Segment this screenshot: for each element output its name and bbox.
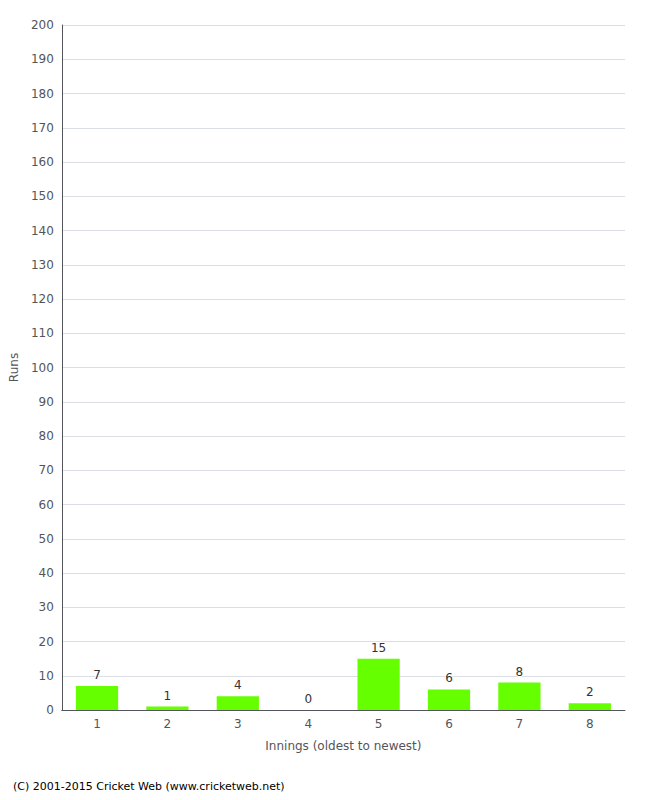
svg-text:40: 40	[39, 566, 54, 580]
svg-text:160: 160	[31, 155, 54, 169]
svg-text:100: 100	[31, 361, 54, 375]
svg-text:90: 90	[39, 395, 54, 409]
svg-text:6: 6	[445, 671, 453, 685]
svg-text:0: 0	[46, 703, 54, 717]
svg-text:15: 15	[371, 641, 386, 655]
svg-text:120: 120	[31, 292, 54, 306]
svg-text:Runs: Runs	[7, 353, 21, 382]
svg-text:110: 110	[31, 326, 54, 340]
svg-text:50: 50	[39, 532, 54, 546]
svg-text:5: 5	[375, 717, 383, 731]
svg-text:8: 8	[516, 665, 524, 679]
svg-text:30: 30	[39, 600, 54, 614]
svg-text:3: 3	[234, 717, 242, 731]
svg-text:70: 70	[39, 463, 54, 477]
svg-text:1: 1	[164, 689, 172, 703]
svg-text:140: 140	[31, 224, 54, 238]
svg-text:8: 8	[586, 717, 594, 731]
svg-text:1: 1	[93, 717, 101, 731]
svg-text:Innings (oldest to newest): Innings (oldest to newest)	[265, 739, 421, 753]
svg-text:6: 6	[445, 717, 453, 731]
svg-text:2: 2	[586, 685, 594, 699]
svg-text:190: 190	[31, 52, 54, 66]
svg-text:7: 7	[516, 717, 524, 731]
svg-text:4: 4	[234, 678, 242, 692]
svg-text:130: 130	[31, 258, 54, 272]
svg-text:7: 7	[93, 668, 101, 682]
svg-text:200: 200	[31, 18, 54, 32]
svg-text:20: 20	[39, 635, 54, 649]
svg-text:180: 180	[31, 87, 54, 101]
svg-text:4: 4	[304, 717, 312, 731]
svg-text:0: 0	[304, 692, 312, 706]
svg-text:10: 10	[39, 669, 54, 683]
svg-text:2: 2	[164, 717, 172, 731]
svg-text:(C) 2001-2015 Cricket Web (www: (C) 2001-2015 Cricket Web (www.cricketwe…	[13, 780, 285, 793]
svg-text:150: 150	[31, 189, 54, 203]
svg-text:170: 170	[31, 121, 54, 135]
svg-text:60: 60	[39, 498, 54, 512]
svg-text:80: 80	[39, 429, 54, 443]
